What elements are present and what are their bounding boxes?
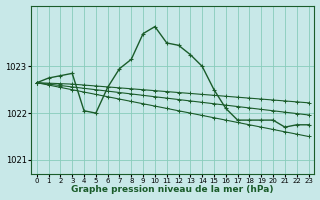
X-axis label: Graphe pression niveau de la mer (hPa): Graphe pression niveau de la mer (hPa): [71, 185, 274, 194]
